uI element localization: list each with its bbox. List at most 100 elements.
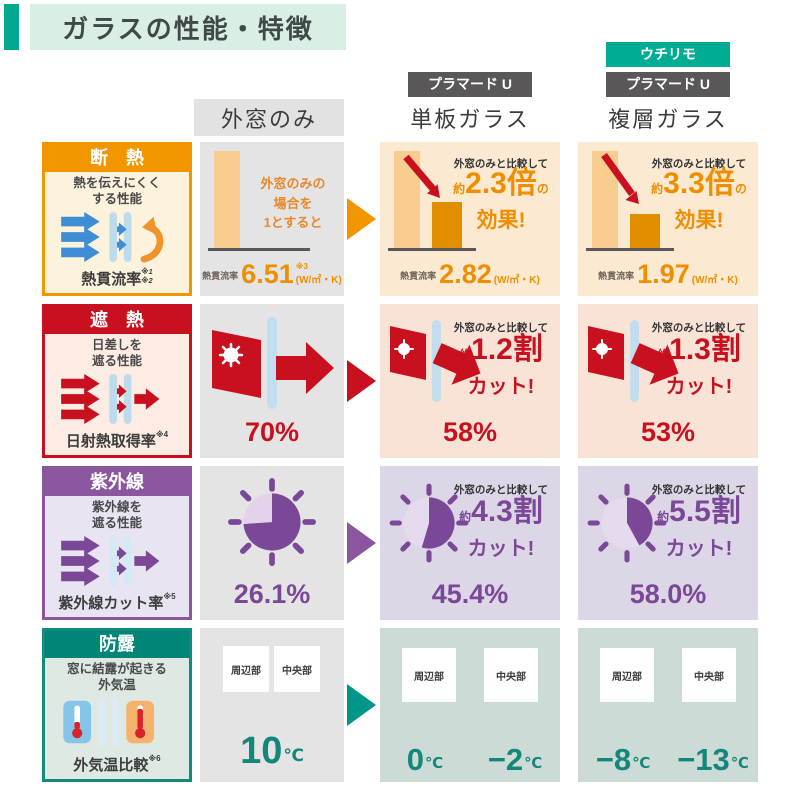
flow-arrow-shading (347, 360, 376, 402)
u-value-unit: (W/㎡・K) (494, 262, 540, 286)
temp-value: 10 (240, 729, 283, 772)
uv-arrows-icon (61, 535, 160, 586)
cut-value: 4.3割 (471, 495, 543, 528)
approx: 約 (657, 510, 670, 525)
thermometers-icon (63, 697, 155, 746)
note-4: ※4 (155, 430, 169, 439)
shading-description: 日差しを 遮る性能 (45, 337, 189, 370)
approx: 約 (459, 510, 472, 525)
uv-metric-label: 紫外線カット率※5 (45, 592, 189, 613)
effect-number-line: 約 2.3倍の (444, 169, 558, 199)
sun-arrow-icon (212, 317, 334, 409)
temp-unit: ℃ (632, 755, 651, 772)
edge-part-text: 周辺部 (414, 671, 444, 683)
uv-outer-cell: 26.1% (200, 466, 344, 620)
edge-part-text: 周辺部 (231, 665, 261, 677)
metric-label: 熱貫流率 (598, 271, 635, 281)
title-accent-square (4, 4, 19, 50)
condensation-metric-label: 外気温比較※6 (45, 754, 189, 775)
insulation-outer-bar (214, 151, 240, 248)
row-label-insulation: 断 熱 熱を伝えにくく する性能 熱貫流率 ※1 ※2 (42, 142, 192, 296)
decline-arrow-icon (403, 154, 440, 198)
flow-arrow-insulation (347, 198, 376, 240)
edge-part-text: 周辺部 (612, 671, 642, 683)
shading-single-value: 58% (442, 417, 498, 447)
outer-window-label: 外窓のみ (220, 106, 317, 132)
uchirimo-badge: ウチリモ (606, 42, 730, 67)
effect-word: 効果! (476, 209, 526, 232)
decline-arrow-icon (601, 152, 639, 204)
temp-unit: ℃ (425, 755, 444, 772)
page-title: ガラスの性能・特徴 (30, 4, 346, 50)
double-glass-label: 複層ガラス (608, 107, 728, 132)
chart-baseline (208, 248, 310, 251)
bar-dark (630, 214, 660, 248)
uv-single-value: 45.4% (431, 579, 509, 609)
outer-temperature: 10 ℃ (200, 729, 344, 772)
condensation-outer-cell: 周辺部 中央部 10 ℃ (200, 628, 344, 782)
cut-value: 1.3割 (669, 333, 741, 366)
shading-outer-cell: 70% (200, 304, 344, 458)
row-header-shading: 遮 熱 (45, 307, 189, 334)
u-value: 6.51 (241, 258, 294, 289)
row-label-condensation: 防露 窓に結露が起きる 外気温 外気温比較※6 (42, 628, 192, 782)
shading-metric-label: 日射熱取得率※4 (45, 430, 189, 451)
sun-pie-icon (228, 478, 316, 566)
edge-temp-value: 0 (406, 742, 425, 778)
row-label-shading: 遮 熱 日差しを 遮る性能 日射熱取得率※4 (42, 304, 192, 458)
row-label-uv: 紫外線 紫外線を 遮る性能 紫外線カット率※5 (42, 466, 192, 620)
cut-word: カット! (665, 376, 733, 398)
shading-single-cell: 外窓のみと比較して 約 1.2割 カット! 58% (380, 304, 560, 458)
chart-baseline (586, 248, 674, 251)
insulation-metric-notes: ※1 ※2 (141, 267, 153, 285)
center-temp-value: −2 (487, 742, 524, 778)
row-header-condensation: 防露 (45, 631, 189, 658)
center-part-text: 中央部 (496, 671, 526, 683)
metric-label: 熱貫流率 (400, 271, 437, 281)
uv-metric-text: 紫外線カット率 (58, 595, 164, 612)
insulation-single-value-line: 熱貫流率 2.82 (W/㎡・K) (380, 260, 560, 287)
insulation-metric-text: 熱貫流率 (81, 271, 142, 288)
cut-value: 5.5割 (669, 495, 741, 528)
temp-unit: ℃ (524, 755, 543, 772)
approx: 約 (651, 182, 664, 197)
insulation-outer-caption: 外窓のみの 場合を 1とすると (246, 174, 340, 233)
compare-note: 外窓のみと比較して (453, 484, 549, 496)
insulation-arrows-icon (61, 211, 164, 263)
flow-arrow-condensation (347, 684, 376, 726)
center-part-label: 中央部 (484, 648, 538, 702)
note-6: ※6 (148, 754, 161, 763)
uv-double-cell: 外窓のみと比較して 約 5.5割 カット! 58.0% (578, 466, 758, 620)
approx: 約 (459, 348, 472, 363)
edge-part-label: 周辺部 (600, 648, 654, 702)
u-value-unit: ※3 (W/㎡・K) (296, 262, 342, 286)
insulation-double-cell: 外窓のみと比較して 約 3.3倍の 効果! 熱貫流率 1.97 (W/㎡・K) (578, 142, 758, 296)
cut-word: カット! (467, 538, 535, 560)
note-5: ※5 (163, 592, 176, 601)
note-2: ※2 (141, 275, 153, 285)
unit: (W/㎡・K) (691, 275, 738, 286)
shading-desc-line2: 遮る性能 (91, 354, 142, 369)
sun-pie-cut-icon (389, 483, 469, 563)
plamade-u-badge-double: プラマード U (606, 72, 730, 97)
sun-pie-cut-icon (587, 483, 667, 563)
cut-number-line: 約 5.5割 (642, 495, 756, 528)
center-part-label: 中央部 (682, 648, 736, 702)
row-header-uv: 紫外線 (45, 469, 189, 496)
chart-baseline (388, 248, 476, 251)
shading-outer-value: 70% (244, 417, 300, 447)
effect-word: 効果! (674, 209, 724, 232)
approx: 約 (453, 182, 466, 197)
effect-value: 3.3倍 (663, 167, 735, 200)
center-part-label: 中央部 (274, 646, 320, 692)
center-part-text: 中央部 (282, 665, 312, 677)
cut-word: カット! (467, 376, 535, 398)
column-header-outer-window: 外窓のみ (194, 99, 344, 136)
insulation-description: 熱を伝えにくく する性能 (45, 175, 189, 208)
note-3: ※3 (295, 262, 308, 271)
sun-arrow-cut-icon (390, 320, 481, 402)
shading-arrows-icon (61, 373, 160, 424)
caption-line1: 外窓のみの (260, 176, 326, 191)
sun-arrow-cut-icon (588, 320, 679, 402)
